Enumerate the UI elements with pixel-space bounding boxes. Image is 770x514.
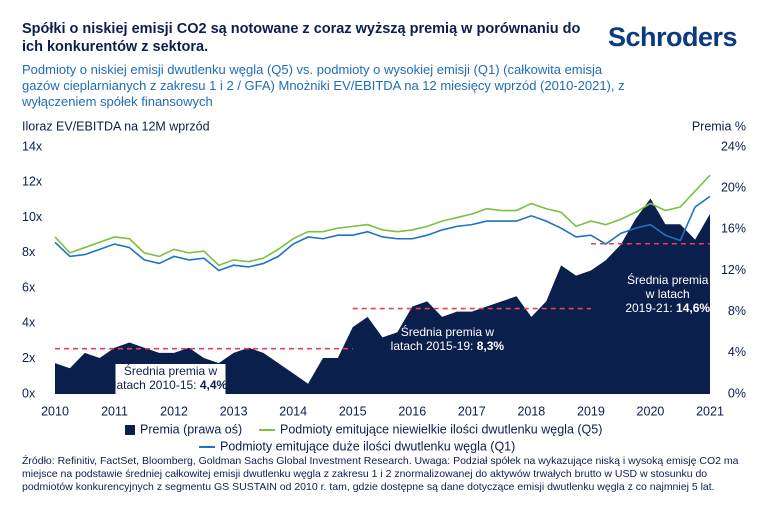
legend-label: Premia (prawa oś)	[140, 422, 242, 436]
y2-tick-label: 20%	[721, 180, 746, 194]
logo: Schroders	[608, 22, 738, 52]
x-tick-label: 2013	[220, 404, 248, 418]
annotation-text: Średnia premia w	[124, 363, 218, 378]
y-tick-label: 2x	[22, 351, 36, 365]
line	[54, 195, 711, 272]
annotation: 2019-21: 14,6%	[625, 301, 710, 315]
y2-tick-label: 4%	[728, 345, 746, 359]
annotation-text: w latach	[645, 287, 690, 301]
y2-tick-label: 24%	[721, 139, 746, 153]
annotation-value: 14,6%	[676, 301, 710, 315]
annotation-text: Średnia premia w	[401, 324, 495, 339]
annotation: Średnia premia w	[124, 363, 218, 378]
annotation-text: latach 2015-19:	[391, 339, 474, 353]
x-tick-label: 2015	[339, 404, 367, 418]
y-axis-label: Iloraz EV/EBITDA na 12M wprzód	[22, 119, 210, 133]
annotation-text: 2019-21:	[625, 301, 672, 315]
annotation: Średnia premia	[627, 272, 709, 287]
x-tick-label: 2018	[517, 404, 545, 418]
x-tick-label: 2011	[101, 404, 128, 418]
line	[54, 174, 711, 267]
annotation-value: 8,3%	[477, 339, 505, 353]
x-tick-label: 2017	[458, 404, 486, 418]
annotation: latach 2010-15: 4,4%	[114, 378, 228, 392]
area	[55, 198, 710, 394]
y2-tick-label: 8%	[728, 304, 746, 318]
annotation: Średnia premia w	[401, 324, 495, 339]
footnote: Źródło: Refinitiv, FactSet, Bloomberg, G…	[22, 455, 739, 493]
y2-axis-label: Premia %	[692, 119, 746, 133]
y-tick-label: 8x	[22, 245, 36, 259]
annotation: latach 2015-19: 8,3%	[391, 339, 505, 353]
x-tick-label: 2021	[696, 404, 724, 418]
annotation-value: 4,4%	[200, 378, 228, 392]
y2-tick-label: 12%	[721, 263, 746, 277]
x-tick-label: 2012	[160, 404, 188, 418]
y2-tick-label: 16%	[721, 222, 746, 236]
x-tick-label: 2010	[41, 404, 69, 418]
y-tick-label: 4x	[22, 316, 36, 330]
x-tick-label: 2020	[637, 404, 665, 418]
y-tick-label: 6x	[22, 280, 36, 294]
annotation-text: Średnia premia	[627, 272, 709, 287]
chart-title: Spółki o niskiej emisji CO2 są notowane …	[22, 21, 581, 55]
y-tick-label: 10x	[22, 210, 43, 224]
legend-label: Podmioty emitujące duże ilości dwutlenku…	[220, 439, 515, 453]
x-tick-label: 2019	[577, 404, 605, 418]
annotation: w latach	[645, 287, 690, 301]
y2-tick-label: 0%	[728, 386, 746, 400]
x-tick-label: 2016	[398, 404, 426, 418]
chart-subtitle: Podmioty o niskiej emisji dwutlenku węgl…	[22, 62, 625, 109]
y-tick-label: 14x	[22, 139, 43, 153]
y-tick-label: 0x	[22, 386, 36, 400]
y-tick-label: 12x	[22, 175, 43, 189]
legend-swatch	[125, 425, 135, 435]
legend-label: Podmioty emitujące niewielkie ilości dwu…	[280, 422, 602, 436]
annotation-background	[115, 364, 226, 394]
x-tick-label: 2014	[279, 404, 307, 418]
annotation-text: latach 2010-15:	[114, 378, 197, 392]
